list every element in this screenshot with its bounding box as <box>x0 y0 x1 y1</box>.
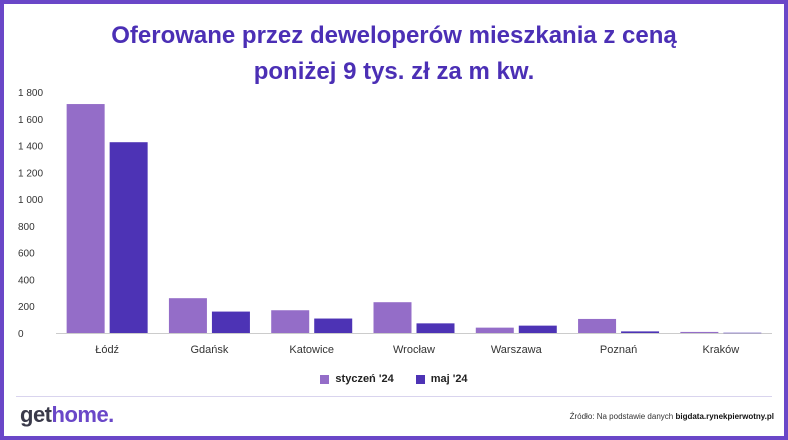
bar-styczen <box>66 104 105 333</box>
bar-styczen <box>578 318 617 333</box>
chart-title-line1: Oferowane przez deweloperów mieszkania z… <box>111 22 677 49</box>
legend-swatch-series-2 <box>415 374 425 384</box>
source-prefix: Źródło: Na podstawie danych <box>569 412 676 421</box>
bar-styczen <box>680 331 719 333</box>
x-tick-label: Kraków <box>703 344 740 356</box>
legend-label-series-2: maj '24 <box>430 373 468 385</box>
legend-item-series-1: styczeń '24 <box>320 373 394 385</box>
bar-styczen <box>271 310 310 333</box>
chart-title-line2: poniżej 9 tys. zł za m kw. <box>253 58 535 85</box>
y-tick-label: 0 <box>18 329 24 340</box>
y-tick-label: 800 <box>18 222 35 233</box>
bar-chart: 0 200 400 600 800 1 000 1 200 1 400 1 600 1 800 Ł… <box>18 88 772 356</box>
logo-text-home: home. <box>51 402 115 427</box>
x-tick-label: Warszawa <box>491 344 543 356</box>
legend: styczeń '24 maj '24 <box>4 373 784 385</box>
bar-maj <box>211 311 250 333</box>
x-tick-label: Katowice <box>289 344 334 356</box>
source-note: Źródło: Na podstawie danych bigdata.ryne… <box>570 412 774 421</box>
bar-maj <box>109 142 148 333</box>
bar-styczen <box>475 327 514 333</box>
bar-maj <box>416 323 455 333</box>
chart-title: Oferowane przez deweloperów mieszkania z… <box>4 18 784 90</box>
y-tick-label: 1 600 <box>18 115 43 126</box>
y-tick-label: 1 000 <box>18 195 43 206</box>
logo-text-get: get <box>20 402 52 427</box>
x-axis-labels: Łódź Gdańsk Katowice Wrocław Warszawa Poznań K… <box>95 344 739 356</box>
bar-maj <box>723 332 762 334</box>
bar-styczen <box>168 298 207 333</box>
x-tick-label: Gdańsk <box>190 344 228 356</box>
y-tick-label: 400 <box>18 275 35 286</box>
y-tick-label: 1 200 <box>18 168 43 179</box>
y-tick-label: 1 400 <box>18 142 43 153</box>
bar-maj <box>314 318 353 333</box>
x-tick-label: Wrocław <box>393 344 435 356</box>
y-tick-label: 600 <box>18 249 35 260</box>
gethome-logo: gethome. <box>20 402 114 428</box>
legend-swatch-series-1 <box>320 374 330 384</box>
bars <box>66 104 762 334</box>
y-axis-ticks: 0 200 400 600 800 1 000 1 200 1 400 1 600 1 800 <box>18 88 43 340</box>
y-tick-label: 1 800 <box>18 88 43 99</box>
x-tick-label: Poznań <box>600 344 637 356</box>
bar-maj <box>621 331 660 333</box>
legend-label-series-1: styczeń '24 <box>335 373 394 385</box>
y-tick-label: 200 <box>18 302 35 313</box>
legend-item-series-2: maj '24 <box>415 373 468 385</box>
footer-divider <box>16 396 772 397</box>
chart-card: Oferowane przez deweloperów mieszkania z… <box>4 4 784 436</box>
x-tick-label: Łódź <box>95 344 119 356</box>
source-site: bigdata.rynekpierwotny.pl <box>675 412 774 421</box>
bar-maj <box>518 325 557 333</box>
bar-styczen <box>373 302 412 333</box>
